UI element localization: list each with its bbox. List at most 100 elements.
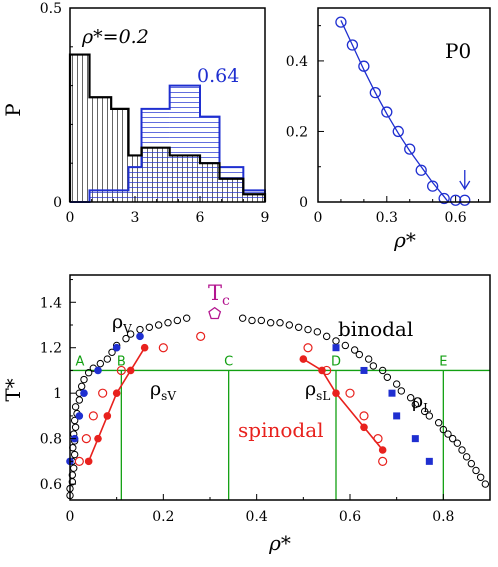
binodal-point — [453, 439, 462, 447]
guide-label-e: E — [439, 354, 447, 369]
spinodal-open-point — [74, 456, 84, 466]
spinodal-filled-point — [318, 366, 326, 375]
binodal-point — [285, 321, 294, 329]
spinodal-filled-point — [84, 457, 93, 466]
binodal-point — [68, 471, 77, 479]
spinodal-open-point — [303, 343, 313, 353]
histogram-ytick-label: 0.5 — [40, 1, 62, 17]
binodal-point — [411, 400, 420, 409]
p0-ytick-label: 0.2 — [286, 124, 308, 140]
spinodal-open-point — [345, 388, 355, 398]
histogram-outline-low — [68, 53, 267, 202]
phase-xtick-label: 0.2 — [152, 509, 174, 525]
binodal-point — [462, 453, 471, 461]
binodal-point — [84, 369, 93, 377]
binodal-blue-square — [360, 366, 368, 374]
label-binodal: binodal — [338, 317, 413, 341]
histogram-outline-high — [70, 84, 266, 203]
histogram-xtick-label: 9 — [261, 210, 270, 226]
spinodal-filled-point — [378, 446, 387, 454]
binodal-blue-square — [388, 389, 396, 397]
binodal-point — [364, 355, 373, 363]
binodal-point — [392, 380, 401, 388]
histogram-bar-low — [111, 108, 129, 202]
phase-xlabel: ρ* — [268, 531, 291, 555]
binodal-point — [126, 330, 135, 338]
phase-xtick-label: 0.4 — [246, 509, 268, 525]
histogram-annotation-low: ρ*=0.2 — [81, 26, 149, 48]
p0-marks — [335, 16, 471, 206]
phase-ytick-label: 1 — [53, 386, 62, 402]
histogram-bar-high — [169, 85, 200, 202]
label-tc: Tc — [208, 281, 230, 309]
binodal-point — [238, 314, 247, 322]
spinodal-filled-point — [112, 389, 121, 397]
p0-ticks: 0 0.3 0.6 0 0.2 0.4 — [286, 25, 480, 226]
binodal-blue-square — [393, 412, 401, 420]
binodal-point — [257, 316, 266, 325]
binodal-point — [313, 328, 322, 336]
phase-xtick-label: 0.6 — [339, 509, 361, 525]
histogram-xtick-label: 6 — [196, 210, 205, 226]
binodal-point — [154, 321, 163, 329]
p0-title: P0 — [445, 39, 471, 63]
phase-labels: ρV ρL ρsV ρsL Tc binodal spinodal A B C D E — [76, 281, 448, 442]
p0-xlabel: ρ* — [393, 228, 416, 252]
binodal-point — [434, 419, 443, 427]
binodal-blue-point — [94, 366, 102, 375]
label-rho-v: ρV — [112, 311, 132, 336]
binodal-point — [355, 350, 364, 359]
binodal-point — [444, 430, 452, 438]
histogram-bars — [68, 53, 267, 203]
guide-label-d: D — [331, 354, 341, 369]
binodal-point — [96, 359, 105, 368]
histogram-ticks: 0 3 6 9 0 0.5 — [40, 1, 270, 226]
binodal-point — [71, 423, 80, 431]
binodal-point — [472, 466, 480, 475]
histogram-bar-high — [128, 167, 142, 202]
binodal-point — [173, 316, 182, 325]
binodal-point — [322, 332, 331, 341]
histogram-ytick-label: 0 — [53, 195, 62, 211]
spinodal-vapor-line — [87, 347, 146, 462]
spinodal-filled-point — [140, 343, 149, 352]
binodal-point — [448, 434, 457, 443]
p0-arrow-head — [459, 180, 471, 191]
spinodal-open-point — [196, 331, 206, 341]
spinodal-open-point — [98, 388, 108, 398]
binodal-point — [70, 416, 79, 425]
binodal-point — [248, 316, 256, 325]
binodal-point — [70, 450, 79, 459]
binodal-point — [369, 362, 378, 370]
p0-xtick-label: 0 — [314, 210, 323, 226]
histogram-bar-high — [219, 167, 244, 202]
binodal-point — [136, 325, 144, 334]
p0-ytick-label: 0 — [299, 195, 308, 211]
binodal-point — [467, 459, 476, 468]
spinodal-filled-point — [299, 355, 308, 363]
binodal-point — [406, 394, 415, 402]
spinodal-filled-point — [126, 366, 135, 375]
histogram-bar-high — [89, 190, 112, 202]
binodal-point — [378, 366, 387, 375]
label-rho-sv: ρsV — [150, 378, 176, 403]
binodal-point — [397, 387, 406, 395]
p0-fit-line — [340, 20, 450, 202]
phase-ytick-label: 1.4 — [40, 295, 62, 311]
p0-point — [415, 164, 427, 176]
histogram-xtick-label: 3 — [131, 210, 140, 226]
spinodal-open-point — [158, 343, 168, 353]
binodal-point — [145, 323, 154, 331]
p0-point — [369, 87, 381, 99]
binodal-point — [103, 355, 112, 363]
binodal-point — [75, 396, 84, 404]
binodal-point — [458, 446, 466, 454]
guide-label-a: A — [76, 354, 85, 369]
phase-marks — [66, 306, 490, 500]
guide-label-c: C — [224, 354, 233, 369]
spinodal-open-point — [81, 434, 91, 444]
binodal-blue-point — [80, 389, 88, 397]
p0-point — [346, 39, 359, 51]
phase-ytick-label: 1.2 — [40, 341, 62, 357]
p0-frame — [317, 7, 491, 203]
